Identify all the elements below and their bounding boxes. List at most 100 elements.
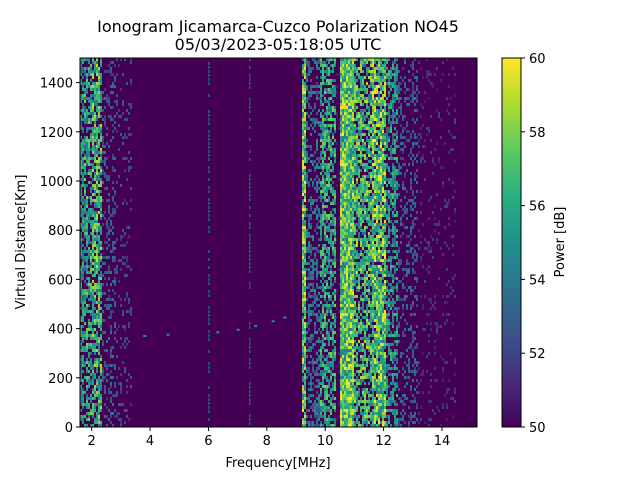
heat-cell [92,289,94,292]
heat-cell [378,247,380,250]
heat-cell [334,235,336,238]
heat-cell [328,424,330,427]
heat-cell [108,265,110,268]
heat-cell [380,298,382,301]
heat-cell [124,325,126,328]
heat-cell [316,61,318,64]
heat-cell [90,268,92,271]
heat-cell [340,61,342,64]
heat-cell [88,163,90,166]
heat-cell [380,268,382,271]
heat-cell [340,94,342,97]
heat-cell [306,322,308,325]
heat-cell [324,247,326,250]
heat-cell [330,379,332,382]
heat-cell [110,349,112,352]
heat-cell [374,223,376,226]
heat-cell [368,322,370,325]
heat-cell [340,298,342,301]
heat-cell [86,199,88,202]
heat-cell [348,397,350,400]
heat-cell [358,316,360,319]
heat-cell [382,403,384,406]
heat-cell [358,166,360,169]
heat-cell [382,361,384,364]
heat-cell [312,202,314,205]
heat-cell [82,163,84,166]
heat-cell [98,250,100,253]
heat-cell [92,139,94,142]
heat-cell [344,283,346,286]
heat-cell [358,277,360,280]
heat-cell [326,301,328,304]
heat-cell [322,118,324,121]
heat-cell [374,175,376,178]
heat-cell [374,181,376,184]
heat-cell [80,283,82,286]
heat-cell [360,145,362,148]
heat-cell [306,229,308,232]
heat-cell [380,382,382,385]
heat-cell [98,85,100,88]
heat-cell [304,157,306,160]
heat-cell [326,235,328,238]
heat-cell [302,259,304,262]
heat-cell [84,346,86,349]
heat-cell [92,307,94,310]
heat-cell [310,106,312,109]
heat-cell [106,226,108,229]
heat-cell [358,145,360,148]
heat-cell [322,76,324,79]
heat-cell [368,130,370,133]
heat-cell [310,160,312,163]
heat-cell [340,115,342,118]
heat-cell [330,82,332,85]
heat-cell [80,157,82,160]
heat-cell [100,211,102,214]
heat-cell [100,403,102,406]
heat-cell [322,151,324,154]
heat-cell [370,349,372,352]
heat-cell [328,70,330,73]
heat-cell [362,58,364,61]
heat-cell [338,310,340,313]
heat-cell [366,316,368,319]
heat-cell [370,274,372,277]
heat-cell [88,181,90,184]
heat-cell [358,328,360,331]
heat-cell [340,334,342,337]
heat-cell [96,109,98,112]
heat-cell [324,421,326,424]
heat-cell [114,193,116,196]
heat-cell [112,208,114,211]
heat-cell [100,133,102,136]
heat-cell [332,151,334,154]
heat-cell [380,139,382,142]
heat-cell [92,403,94,406]
heat-cell [378,133,380,136]
heat-cell [326,385,328,388]
heat-cell [360,358,362,361]
heat-cell [348,91,350,94]
heat-cell [372,367,374,370]
heat-cell [310,169,312,172]
heat-cell [382,346,384,349]
heat-cell [124,409,126,412]
heat-cell [350,181,352,184]
heat-cell [84,337,86,340]
heat-cell [374,109,376,112]
heat-cell [332,331,334,334]
heat-cell [310,79,312,82]
heat-cell [372,355,374,358]
heat-cell [306,157,308,160]
heat-cell [368,259,370,262]
heat-cell [342,100,344,103]
heat-cell [92,406,94,409]
heat-cell [92,157,94,160]
heat-cell [324,322,326,325]
heat-cell [362,304,364,307]
heat-cell [102,214,104,217]
heat-cell [376,241,378,244]
heat-cell [370,103,372,106]
heat-cell [362,412,364,415]
